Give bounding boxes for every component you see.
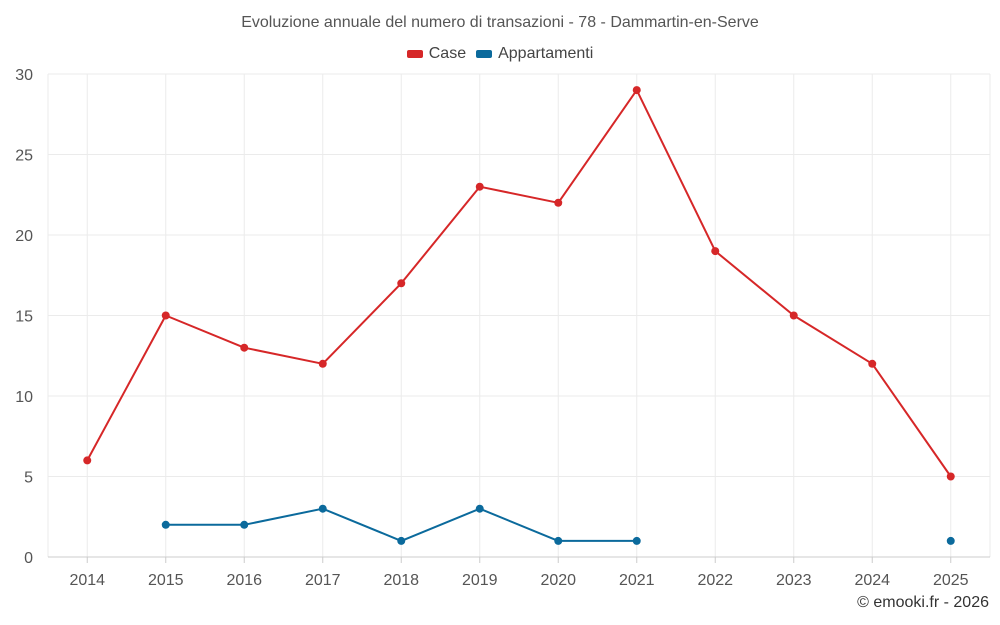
data-point-case-2017[interactable]: [318, 359, 327, 368]
series-case: [83, 86, 955, 481]
data-point-case-2022[interactable]: [711, 247, 720, 256]
y-tick-label: 15: [15, 309, 33, 326]
data-point-appartamenti-2019[interactable]: [475, 504, 484, 513]
series-appartamenti: [161, 504, 955, 545]
data-point-case-2023[interactable]: [789, 311, 798, 320]
x-tick-label: 2019: [462, 572, 498, 589]
data-point-case-2014[interactable]: [83, 456, 92, 465]
y-tick-label: 10: [15, 389, 33, 406]
data-point-case-2021[interactable]: [632, 86, 641, 95]
data-point-case-2025[interactable]: [946, 472, 955, 481]
x-tick-label: 2016: [226, 572, 262, 589]
legend-swatch-case: [406, 50, 423, 58]
data-point-appartamenti-2015[interactable]: [161, 520, 170, 529]
series: [83, 86, 955, 545]
y-tick-label: 25: [15, 148, 33, 165]
data-point-case-2015[interactable]: [161, 311, 170, 320]
footer-credit: © emooki.fr - 2026: [857, 594, 989, 611]
x-tick-label: 2014: [69, 572, 105, 589]
legend-item-case[interactable]: Case: [406, 45, 467, 63]
y-tick-label: 5: [24, 470, 33, 487]
legend-item-appartamenti[interactable]: Appartamenti: [476, 45, 593, 63]
x-tick-label: 2017: [305, 572, 341, 589]
y-tick-label: 0: [24, 550, 33, 567]
x-tick-label: 2025: [933, 572, 969, 589]
legend-label-appartamenti: Appartamenti: [498, 45, 594, 62]
y-tick-label: 30: [15, 67, 33, 84]
data-point-case-2018[interactable]: [397, 279, 406, 288]
legend-swatch-appartamenti: [476, 50, 493, 58]
x-tick-label: 2022: [697, 572, 733, 589]
data-point-appartamenti-2016[interactable]: [240, 520, 249, 529]
chart-title: Evoluzione annuale del numero di transaz…: [241, 14, 759, 31]
x-tick-label: 2020: [540, 572, 576, 589]
data-point-appartamenti-2025[interactable]: [946, 536, 955, 545]
data-point-case-2019[interactable]: [475, 182, 484, 191]
data-point-appartamenti-2018[interactable]: [397, 536, 406, 545]
legend-label-case: Case: [428, 45, 467, 62]
x-tick-label: 2015: [148, 572, 184, 589]
data-point-case-2016[interactable]: [240, 343, 249, 352]
chart-legend: Case Appartamenti: [0, 45, 1000, 63]
grid: [48, 73, 990, 558]
y-tick-label: 20: [15, 228, 33, 245]
data-point-appartamenti-2020[interactable]: [554, 536, 563, 545]
x-tick-label: 2024: [854, 572, 890, 589]
x-tick-label: 2018: [383, 572, 419, 589]
data-point-case-2024[interactable]: [868, 359, 877, 368]
x-tick-label: 2021: [619, 572, 655, 589]
data-point-appartamenti-2017[interactable]: [318, 504, 327, 513]
data-point-case-2020[interactable]: [554, 198, 563, 207]
series-line-case: [86, 89, 952, 478]
x-tick-label: 2023: [776, 572, 812, 589]
data-point-appartamenti-2021[interactable]: [632, 536, 641, 545]
